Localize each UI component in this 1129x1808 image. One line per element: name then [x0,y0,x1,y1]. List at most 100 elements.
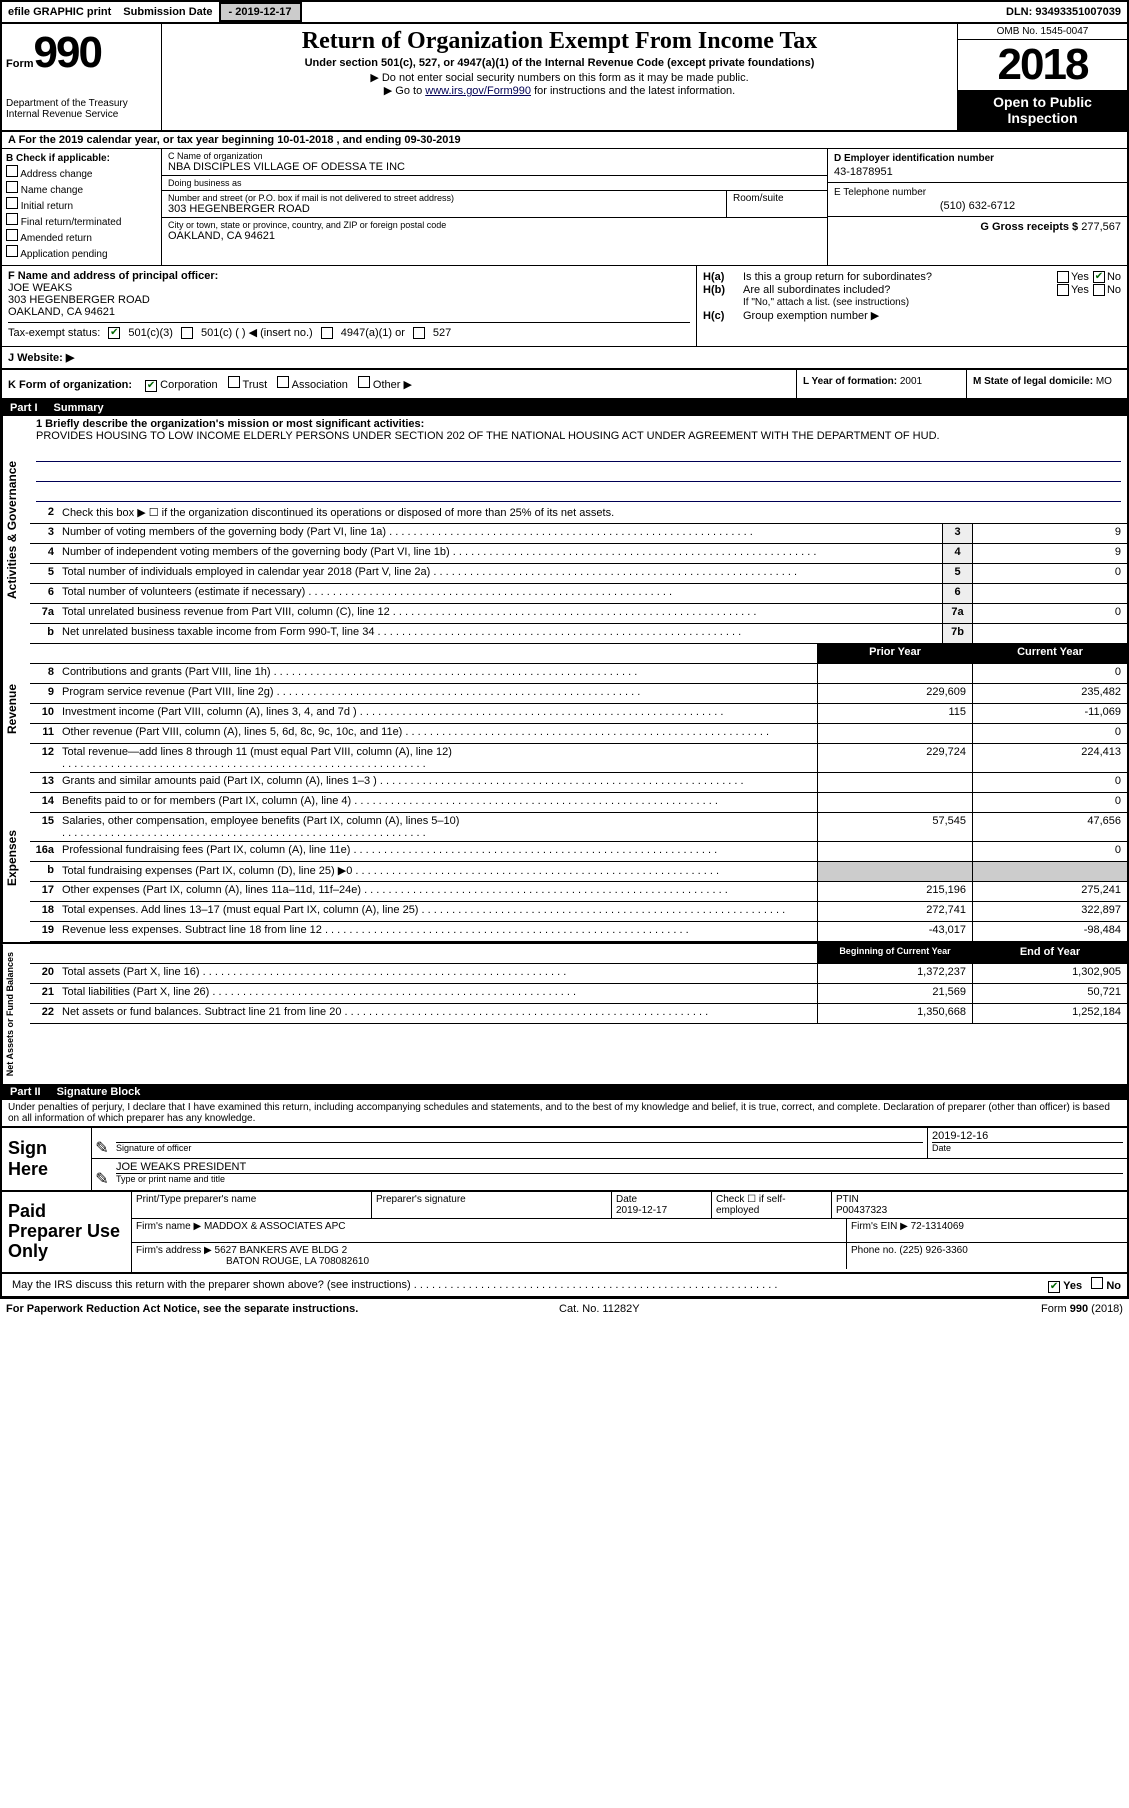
discuss-yes[interactable] [1048,1281,1060,1293]
line-b: bTotal fundraising expenses (Part IX, co… [30,862,1127,882]
header: Form990 Department of the Treasury Inter… [2,24,1127,132]
checkbox-4947[interactable] [321,327,333,339]
col-header-row: Prior Year Current Year [30,644,1127,664]
dept-label: Department of the Treasury Internal Reve… [6,98,157,120]
officer-signature-field[interactable]: Signature of officer [112,1128,927,1158]
line-3: 3Number of voting members of the governi… [30,524,1127,544]
section-h: H(a) Is this a group return for subordin… [697,266,1127,346]
gross-value: 277,567 [1081,221,1121,233]
declaration-text: Under penalties of perjury, I declare th… [2,1100,1127,1126]
checkbox-name-change[interactable]: Name change [6,181,157,196]
hb-yes[interactable] [1057,284,1069,296]
line-22: 22Net assets or fund balances. Subtract … [30,1004,1127,1024]
f-label: F Name and address of principal officer: [8,270,690,282]
firm-address: Firm's address ▶ 5627 BANKERS AVE BLDG 2… [132,1243,847,1269]
section-k: K Form of organization: Corporation Trus… [2,370,797,398]
sign-here-block: Sign Here ✎ Signature of officer 2019-12… [2,1126,1127,1192]
gross-label: G Gross receipts $ [980,221,1078,233]
addr-label: Number and street (or P.O. box if mail i… [168,193,720,203]
activities-governance-section: Activities & Governance 1 Briefly descri… [2,416,1127,644]
sign-date-field: 2019-12-16 Date [927,1128,1127,1158]
sign-here-label: Sign Here [2,1128,92,1190]
self-employed-check[interactable]: Check ☐ if self-employed [712,1192,832,1218]
org-name: NBA DISCIPLES VILLAGE OF ODESSA TE INC [168,161,821,173]
checkbox-application-pending[interactable]: Application pending [6,245,157,260]
col-header-row-2: Beginning of Current Year End of Year [30,944,1127,964]
preparer-date: Date2019-12-17 [612,1192,712,1218]
ha-yes[interactable] [1057,271,1069,283]
omb-number: OMB No. 1545-0047 [958,24,1127,40]
tax-status-row: Tax-exempt status: 501(c)(3) 501(c) ( ) … [8,322,690,342]
irs-link[interactable]: www.irs.gov/Form990 [425,85,531,97]
paid-preparer-block: Paid Preparer Use Only Print/Type prepar… [2,1192,1127,1273]
discuss-no[interactable] [1091,1277,1103,1289]
checkbox-501c3[interactable] [108,327,120,339]
section-b-label: B Check if applicable: [6,153,157,164]
line-21: 21Total liabilities (Part X, line 26) 21… [30,984,1127,1004]
checkbox-amended-return[interactable]: Amended return [6,229,157,244]
tax-year: 2018 [958,40,1127,90]
ptin: PTINP00437323 [832,1192,1127,1218]
dba-row: Doing business as [162,176,827,191]
tel-label: E Telephone number [834,187,1121,198]
header-right: OMB No. 1545-0047 2018 Open to Public In… [957,24,1127,130]
preparer-sig-hdr: Preparer's signature [372,1192,612,1218]
open-public-badge: Open to Public Inspection [958,90,1127,130]
line-b: bNet unrelated business taxable income f… [30,624,1127,644]
hb-no[interactable] [1093,284,1105,296]
line-5: 5Total number of individuals employed in… [30,564,1127,584]
page-footer: For Paperwork Reduction Act Notice, see … [0,1299,1129,1319]
side-label-ag: Activities & Governance [2,416,30,644]
section-l: L Year of formation: 2001 [797,370,967,398]
org-name-label: C Name of organization [168,151,821,161]
ha-no[interactable] [1093,271,1105,283]
checkbox-final-return-terminated[interactable]: Final return/terminated [6,213,157,228]
footer-cat: Cat. No. 11282Y [559,1303,640,1315]
section-deg: D Employer identification number 43-1878… [827,149,1127,265]
top-bar: efile GRAPHIC print Submission Date - 20… [2,2,1127,24]
tel-value: (510) 632-6712 [834,198,1121,212]
note-link: ▶ Go to www.irs.gov/Form990 for instruct… [166,84,953,97]
org-name-row: C Name of organization NBA DISCIPLES VIL… [162,149,827,176]
line-13: 13Grants and similar amounts paid (Part … [30,773,1127,793]
checkbox-527[interactable] [413,327,425,339]
city-label: City or town, state or province, country… [168,220,821,230]
footer-form: Form 990 (2018) [1041,1303,1123,1315]
h-note: If "No," attach a list. (see instruction… [743,297,1121,308]
ha-label: H(a) [703,271,743,283]
line-9: 9Program service revenue (Part VIII, lin… [30,684,1127,704]
checkbox-initial-return[interactable]: Initial return [6,197,157,212]
firm-ein: Firm's EIN ▶ 72-1314069 [847,1219,1127,1242]
line-14: 14Benefits paid to or for members (Part … [30,793,1127,813]
checkbox-501c[interactable] [181,327,193,339]
addr-value: 303 HEGENBERGER ROAD [168,203,720,215]
submission-date: - 2019-12-17 [219,2,302,22]
line-11: 11Other revenue (Part VIII, column (A), … [30,724,1127,744]
expenses-section: Expenses 13Grants and similar amounts pa… [2,773,1127,942]
website-row: J Website: ▶ [2,347,1127,370]
form-subtitle: Under section 501(c), 527, or 4947(a)(1)… [166,57,953,69]
line-2: 2Check this box ▶ ☐ if the organization … [30,504,1127,524]
tax-status-label: Tax-exempt status: [8,327,100,339]
net-assets-section: Net Assets or Fund Balances Beginning of… [2,942,1127,1084]
ein-label: D Employer identification number [834,153,1121,164]
ha-text: Is this a group return for subordinates? [743,271,1053,283]
hc-text: Group exemption number ▶ [743,309,1121,322]
mission-block: 1 Briefly describe the organization's mi… [30,416,1127,504]
form-container: efile GRAPHIC print Submission Date - 20… [0,0,1129,1299]
line-8: 8Contributions and grants (Part VIII, li… [30,664,1127,684]
checkbox-address-change[interactable]: Address change [6,165,157,180]
room-label: Room/suite [727,191,827,217]
row-klm: K Form of organization: Corporation Trus… [2,370,1127,400]
f-addr1: 303 HEGENBERGER ROAD [8,294,690,306]
firm-name: Firm's name ▶ MADDOX & ASSOCIATES APC [132,1219,847,1242]
city-value: OAKLAND, CA 94621 [168,230,821,242]
hb-label: H(b) [703,284,743,296]
line-20: 20Total assets (Part X, line 16) 1,372,2… [30,964,1127,984]
line-12: 12Total revenue—add lines 8 through 11 (… [30,744,1127,773]
efile-label: efile GRAPHIC print [2,4,117,20]
tel-row: E Telephone number (510) 632-6712 [828,183,1127,217]
side-label-exp: Expenses [2,773,30,942]
revenue-section: Revenue Prior Year Current Year 8Contrib… [2,644,1127,773]
section-m: M State of legal domicile: MO [967,370,1127,398]
